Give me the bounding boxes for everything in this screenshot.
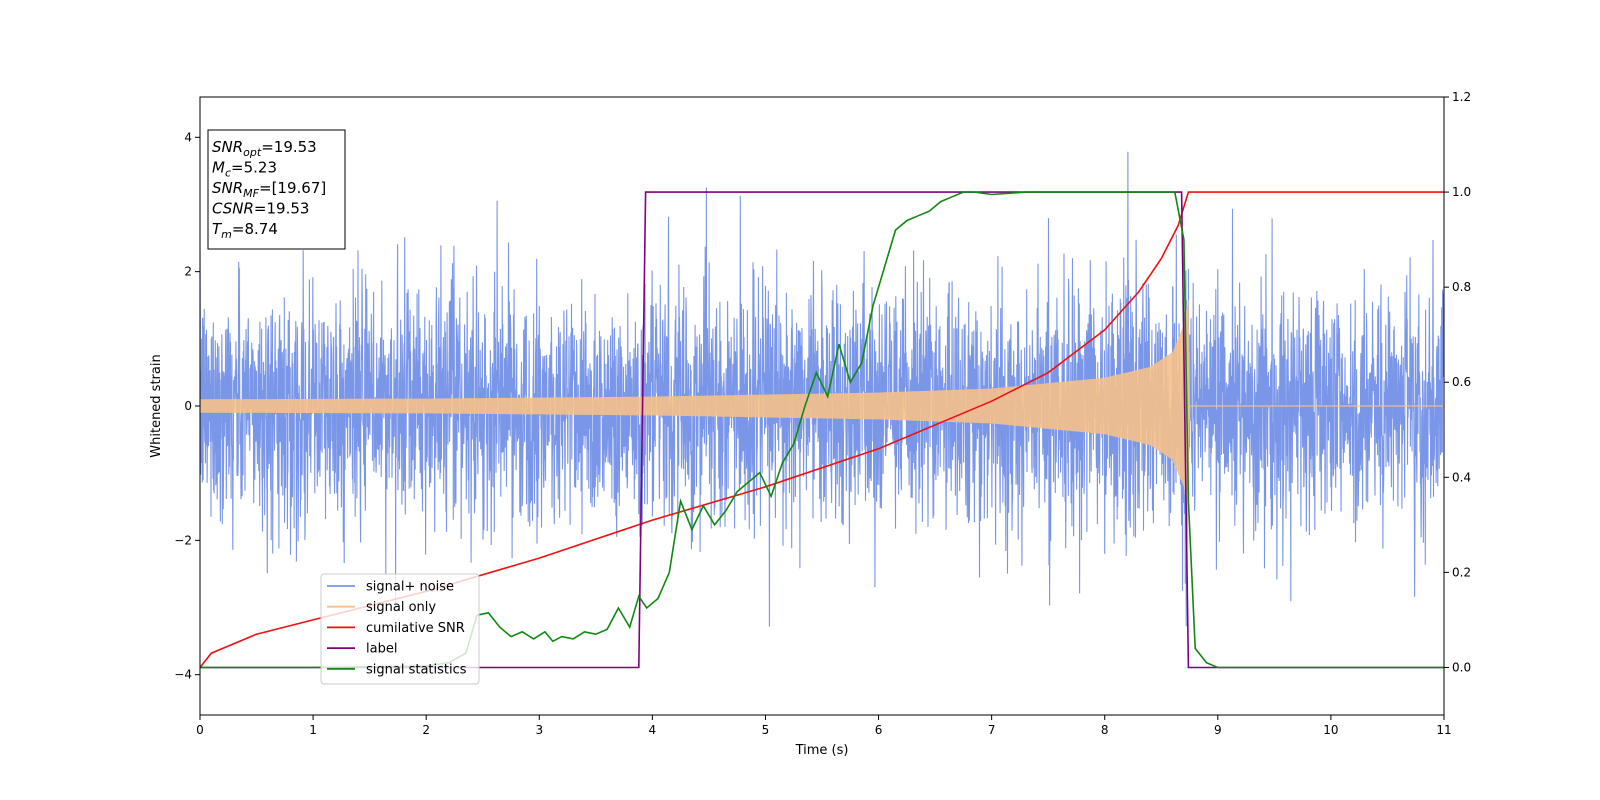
y-left-tick-label: 4 bbox=[184, 130, 192, 144]
annotation-frame bbox=[207, 129, 346, 250]
x-tick-label: 11 bbox=[1436, 723, 1451, 737]
y-left-tick-label: −2 bbox=[174, 533, 192, 547]
x-tick-label: 3 bbox=[535, 723, 543, 737]
annotation-line: Tm=8.74 bbox=[212, 220, 278, 241]
x-tick-label: 4 bbox=[649, 723, 657, 737]
y-right-tick-label: 0.6 bbox=[1452, 375, 1471, 389]
y-right-tick-label: 1.2 bbox=[1452, 90, 1471, 104]
x-tick-label: 2 bbox=[422, 723, 430, 737]
y-left-tick-label: −4 bbox=[174, 668, 192, 682]
y-right-tick-label: 0.0 bbox=[1452, 660, 1471, 674]
series-signal-only bbox=[200, 300, 1444, 510]
legend-frame bbox=[320, 573, 480, 685]
y-right-tick-label: 0.4 bbox=[1452, 470, 1471, 484]
axes: 0 1 2 3 4 5 6 7 8 9 10 11 −4 −2 0 2 4 0.0 0.2 0.4 0.6 0.8 1.0 1… bbox=[174, 90, 1471, 737]
plot-area bbox=[200, 151, 1444, 669]
legend: signal+ noise signal only cumilative SNR la… bbox=[320, 573, 480, 685]
y-left-tick-label: 2 bbox=[184, 265, 192, 279]
x-tick-label: 0 bbox=[196, 723, 204, 737]
legend-signal-noise-text: signal+ noise bbox=[366, 580, 454, 595]
y-left-tick-label: 0 bbox=[184, 399, 192, 413]
y-axis-label: Whitened strain bbox=[149, 354, 164, 457]
annotation-line: SNRopt=19.53 bbox=[212, 138, 317, 159]
stats-annotation-box: SNRopt=19.53Mc=5.23SNRMF=[19.67]CSNR=19.… bbox=[207, 129, 346, 250]
annotation-line: SNRMF=[19.67] bbox=[212, 179, 326, 200]
x-tick-label: 10 bbox=[1323, 723, 1338, 737]
x-tick-label: 6 bbox=[875, 723, 883, 737]
y-right-tick-label: 0.8 bbox=[1452, 280, 1471, 294]
series-signal-noise bbox=[200, 151, 1444, 627]
x-tick-label: 9 bbox=[1214, 723, 1222, 737]
y-right-tick-label: 0.2 bbox=[1452, 565, 1471, 579]
annotation-line: CSNR=19.53 bbox=[212, 200, 309, 218]
series-signal-statistics bbox=[200, 191, 1444, 669]
x-tick-label: 7 bbox=[988, 723, 996, 737]
annotation-line: Mc=5.23 bbox=[212, 159, 277, 180]
x-tick-label: 8 bbox=[1101, 723, 1109, 737]
x-tick-label: 1 bbox=[309, 723, 317, 737]
y-right-tick-label: 1.0 bbox=[1452, 185, 1471, 199]
x-tick-label: 5 bbox=[762, 723, 770, 737]
legend-label-text: label bbox=[366, 642, 397, 657]
legend-cumulative-snr-text: cumilative SNR bbox=[366, 621, 465, 636]
legend-signal-statistics-text: signal statistics bbox=[366, 662, 467, 677]
x-axis-label: Time (s) bbox=[795, 743, 849, 758]
legend-signal-only-text: signal only bbox=[366, 600, 436, 615]
